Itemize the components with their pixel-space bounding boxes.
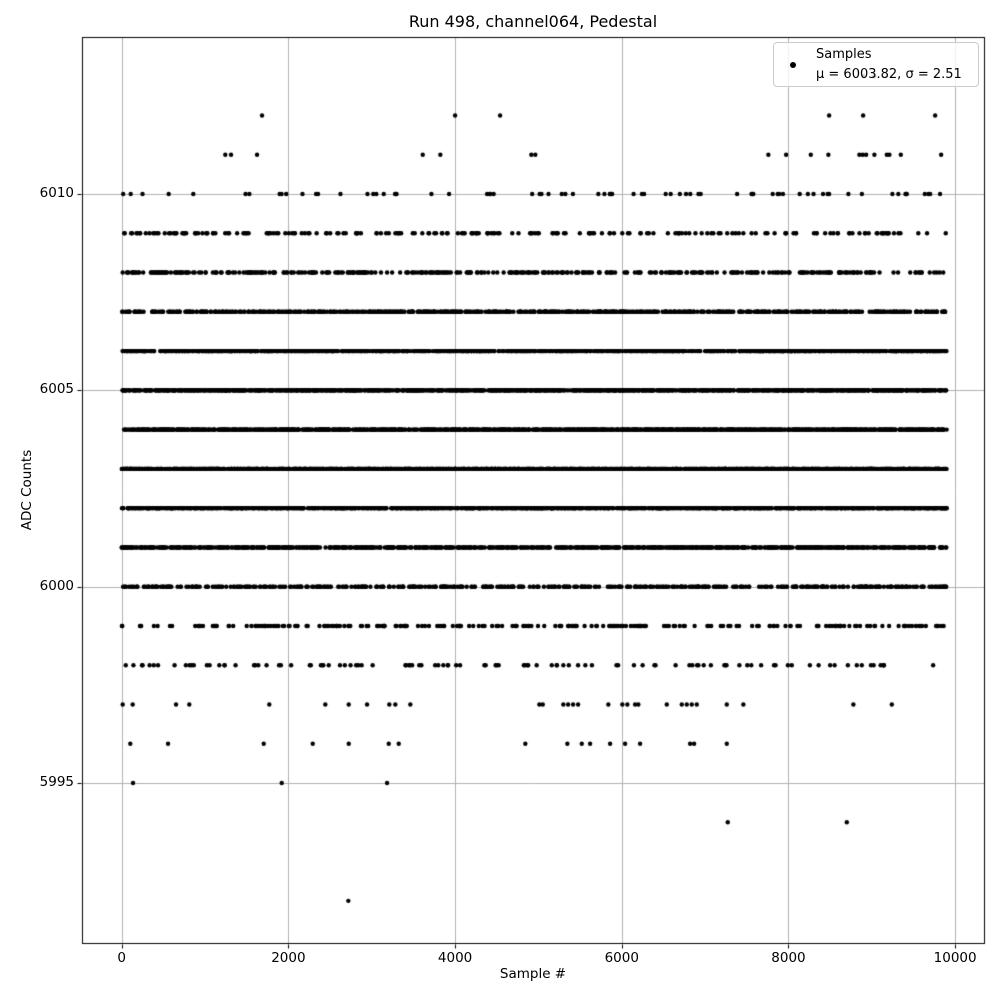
x-tick-label-6000: 6000 [604, 950, 639, 966]
legend-label-samples: Samples [816, 47, 872, 62]
x-tick-label-4000: 4000 [437, 950, 473, 966]
legend-label-stats: μ = 6003.82, σ = 2.51 [816, 66, 962, 82]
y-axis-label: ADC Counts [19, 449, 35, 531]
y-tick-label-6010: 6010 [39, 185, 74, 201]
x-tick-label-8000: 8000 [771, 950, 806, 966]
x-tick-label-10000: 10000 [933, 950, 977, 966]
legend-text: Samples μ = 6003.82, σ = 2.51 [816, 45, 962, 84]
y-tick-label-6005: 6005 [39, 381, 74, 398]
y-tick-label-6000: 6000 [39, 577, 74, 594]
plot-title: Run 498, channel064, Pedestal [408, 12, 658, 31]
x-tick-label-2000: 2000 [271, 950, 306, 966]
x-tick-label-0: 0 [117, 950, 126, 966]
x-axis-label: Sample # [499, 966, 567, 982]
legend: Samples μ = 6003.82, σ = 2.51 [773, 42, 979, 87]
y-tick-label-5995: 5995 [39, 774, 74, 791]
legend-marker-icon [790, 61, 796, 68]
